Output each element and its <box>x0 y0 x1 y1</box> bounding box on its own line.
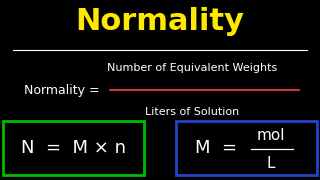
Text: Normality: Normality <box>76 7 244 36</box>
Text: Normality =: Normality = <box>24 84 104 96</box>
FancyBboxPatch shape <box>3 121 144 175</box>
Text: Liters of Solution: Liters of Solution <box>145 107 239 117</box>
Text: L: L <box>266 156 275 171</box>
Text: M  =: M = <box>195 139 243 157</box>
Text: N  =  M × n: N = M × n <box>21 139 126 157</box>
Text: mol: mol <box>256 127 285 143</box>
FancyBboxPatch shape <box>176 121 317 175</box>
Text: Number of Equivalent Weights: Number of Equivalent Weights <box>107 63 277 73</box>
